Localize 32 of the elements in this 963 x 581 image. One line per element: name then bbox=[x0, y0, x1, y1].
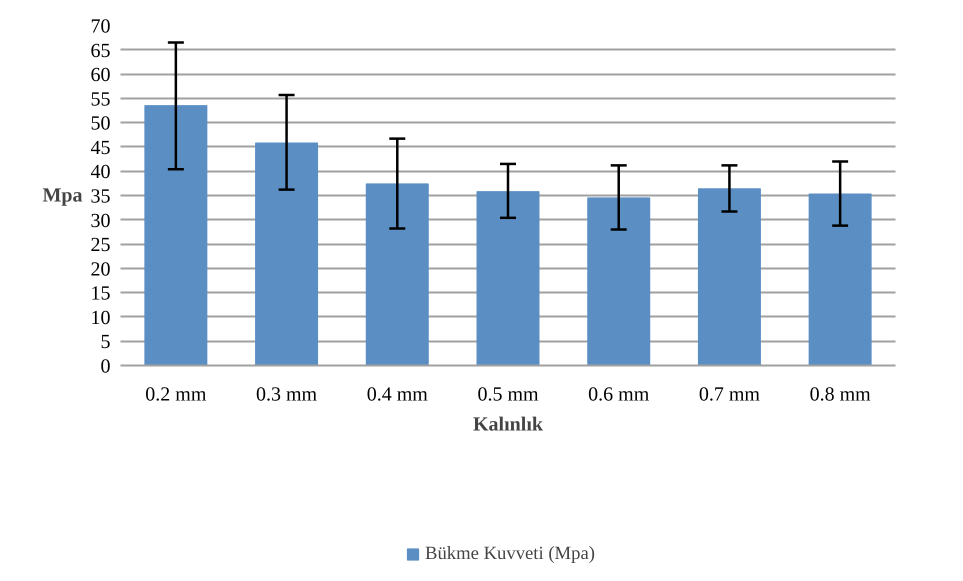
bar bbox=[587, 197, 650, 366]
x-tick-label: 0.4 mm bbox=[366, 384, 428, 406]
y-tick-label: 45 bbox=[90, 136, 110, 159]
y-tick-label: 50 bbox=[90, 112, 110, 135]
x-tick-label: 0.3 mm bbox=[256, 384, 318, 406]
y-tick-label: 35 bbox=[90, 186, 110, 208]
bar bbox=[366, 183, 429, 366]
y-tick-label: 70 bbox=[90, 16, 110, 38]
y-tick-label: 60 bbox=[90, 64, 110, 86]
bar bbox=[255, 142, 318, 366]
x-tick-label: 0.5 mm bbox=[477, 384, 539, 406]
y-tick-label: 10 bbox=[90, 306, 110, 329]
y-tick-label: 25 bbox=[90, 234, 110, 256]
legend-label: Bükme Kuvveti (Mpa) bbox=[425, 543, 595, 565]
y-tick-label: 5 bbox=[100, 331, 110, 354]
y-tick-label: 0 bbox=[100, 356, 110, 378]
bar bbox=[476, 191, 540, 366]
x-axis-title: Kalınlık bbox=[472, 414, 544, 436]
y-tick-label: 65 bbox=[90, 40, 110, 62]
bar bbox=[808, 194, 872, 366]
x-tick-label: 0.7 mm bbox=[698, 384, 760, 406]
x-tick-label: 0.8 mm bbox=[810, 384, 872, 406]
y-axis-title: Mpa bbox=[42, 184, 82, 206]
y-tick-label: 40 bbox=[90, 161, 110, 184]
x-tick-label: 0.2 mm bbox=[145, 384, 207, 406]
bar bbox=[144, 105, 208, 366]
bar bbox=[698, 188, 761, 366]
x-tick-label: 0.6 mm bbox=[588, 384, 650, 406]
y-tick-label: 15 bbox=[90, 282, 110, 305]
y-tick-label: 30 bbox=[90, 210, 110, 232]
y-tick-label: 55 bbox=[90, 88, 110, 110]
y-tick-label: 20 bbox=[90, 258, 110, 280]
